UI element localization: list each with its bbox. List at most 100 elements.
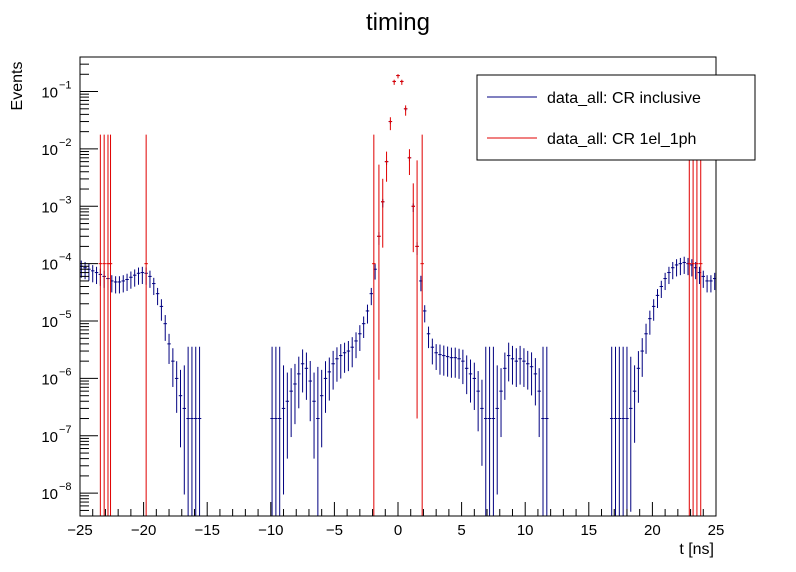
data-bin [319,369,324,448]
data-bin [308,360,312,422]
data-bin [274,346,278,516]
data-bin [545,346,549,516]
data-bin [361,316,366,339]
data-bin [411,183,415,253]
data-bin [701,270,705,288]
data-bin [384,151,389,182]
data-bin [682,256,686,274]
data-bin [457,348,461,379]
y-tick-label: 10 −6 [41,366,71,388]
data-bin [655,289,660,309]
data-bin [499,368,503,438]
data-bin [529,352,534,396]
data-bin [270,346,274,516]
data-bin [190,346,194,516]
data-bin [487,346,492,516]
svg-text:−4: −4 [59,252,72,264]
data-bin [518,345,522,385]
data-bin [155,287,160,306]
data-bin [350,337,354,368]
data-bin [174,361,179,413]
data-bin [403,105,408,116]
data-bin [442,345,446,376]
data-bin [472,362,477,410]
data-bin [514,348,519,387]
data-bin [144,134,148,516]
data-bin [651,299,656,321]
data-bin [354,332,358,359]
data-bin [277,346,282,516]
data-bin [316,366,320,516]
series-layer [79,74,717,516]
data-bin [281,365,286,495]
data-bin [102,134,106,516]
data-bin [667,266,671,285]
x-tick-label: −25 [67,522,92,539]
svg-text:10: 10 [41,199,58,216]
data-bin [331,350,335,390]
data-bin [388,117,393,131]
x-tick-label: −10 [258,522,283,539]
data-bin [381,178,385,248]
x-tick-label: 0 [394,522,402,539]
svg-text:−6: −6 [59,366,72,378]
data-bin [108,134,113,516]
data-bin [640,338,644,377]
svg-text:10: 10 [41,314,58,331]
data-bin [687,134,692,516]
data-bin [506,342,511,382]
svg-text:−2: −2 [59,137,72,149]
data-bin [625,346,629,516]
x-tick-label: −5 [326,522,343,539]
data-bin [464,355,469,395]
svg-text:10: 10 [41,371,58,388]
y-tick-label: 10 −5 [41,309,71,331]
data-bin [709,275,713,293]
data-bin [678,257,683,276]
data-bin [510,345,515,385]
y-tick-label: 10 −1 [41,80,71,102]
data-bin [695,134,699,516]
data-bin [663,272,667,291]
data-bin [491,346,496,516]
y-tick-label: 10 −2 [41,137,71,159]
data-bin [674,259,679,277]
data-bin [617,346,622,516]
data-bin [113,276,118,294]
data-bin [98,134,103,516]
data-bin [426,326,431,349]
svg-text:10: 10 [41,486,58,503]
data-bin [132,269,137,287]
data-bin [342,342,347,373]
y-axis-label: Events [9,62,26,111]
x-tick-label: −15 [194,522,219,539]
legend: data_all: CR inclusive data_all: CR 1el_… [476,74,756,161]
data-bin [339,344,343,379]
data-bin [293,363,297,425]
y-tick-label: 10 −8 [41,481,71,503]
svg-text:−7: −7 [59,424,72,436]
data-bin [186,346,190,516]
svg-text:10: 10 [41,257,58,274]
legend-label-cr-1el-1ph: data_all: CR 1el_1ph [547,131,696,148]
svg-text:−8: −8 [59,481,72,493]
data-bin [699,134,703,516]
svg-text:10: 10 [41,429,58,446]
data-bin [178,369,183,448]
data-bin [392,79,396,85]
data-bin [453,347,457,378]
data-bin [632,365,637,443]
svg-text:−3: −3 [59,194,72,206]
svg-text:−5: −5 [59,309,72,321]
data-bin [636,351,641,403]
data-bin [94,266,99,285]
data-bin [541,346,545,516]
data-bin [396,74,400,79]
data-bin [648,310,652,335]
data-bin [495,365,499,495]
data-bin [430,338,435,365]
legend-label-cr-inclusive: data_all: CR inclusive [547,90,701,107]
data-bin [369,287,374,306]
data-bin [438,344,442,375]
data-bin [312,372,316,459]
